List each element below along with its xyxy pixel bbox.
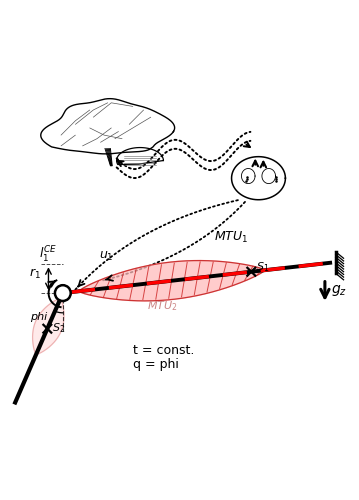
Polygon shape bbox=[262, 168, 275, 184]
Text: phi: phi bbox=[31, 312, 48, 322]
Text: q = phi: q = phi bbox=[133, 358, 179, 372]
Polygon shape bbox=[79, 260, 265, 301]
Text: $r_1$: $r_1$ bbox=[29, 267, 41, 281]
Polygon shape bbox=[41, 98, 174, 154]
Text: $l_1^{CE}$: $l_1^{CE}$ bbox=[39, 245, 57, 265]
Text: MTU$_1$: MTU$_1$ bbox=[214, 230, 248, 245]
Text: $g_z$: $g_z$ bbox=[331, 283, 348, 298]
Polygon shape bbox=[33, 298, 64, 354]
Text: MTU$_2$: MTU$_2$ bbox=[147, 299, 178, 313]
Text: $S_1$: $S_1$ bbox=[256, 260, 269, 274]
Polygon shape bbox=[242, 168, 255, 184]
Circle shape bbox=[55, 285, 71, 301]
Polygon shape bbox=[232, 156, 285, 200]
Text: $S_2$: $S_2$ bbox=[52, 322, 65, 336]
Text: t = const.: t = const. bbox=[133, 344, 194, 357]
Polygon shape bbox=[117, 148, 163, 164]
Text: $u_1$: $u_1$ bbox=[99, 250, 113, 263]
